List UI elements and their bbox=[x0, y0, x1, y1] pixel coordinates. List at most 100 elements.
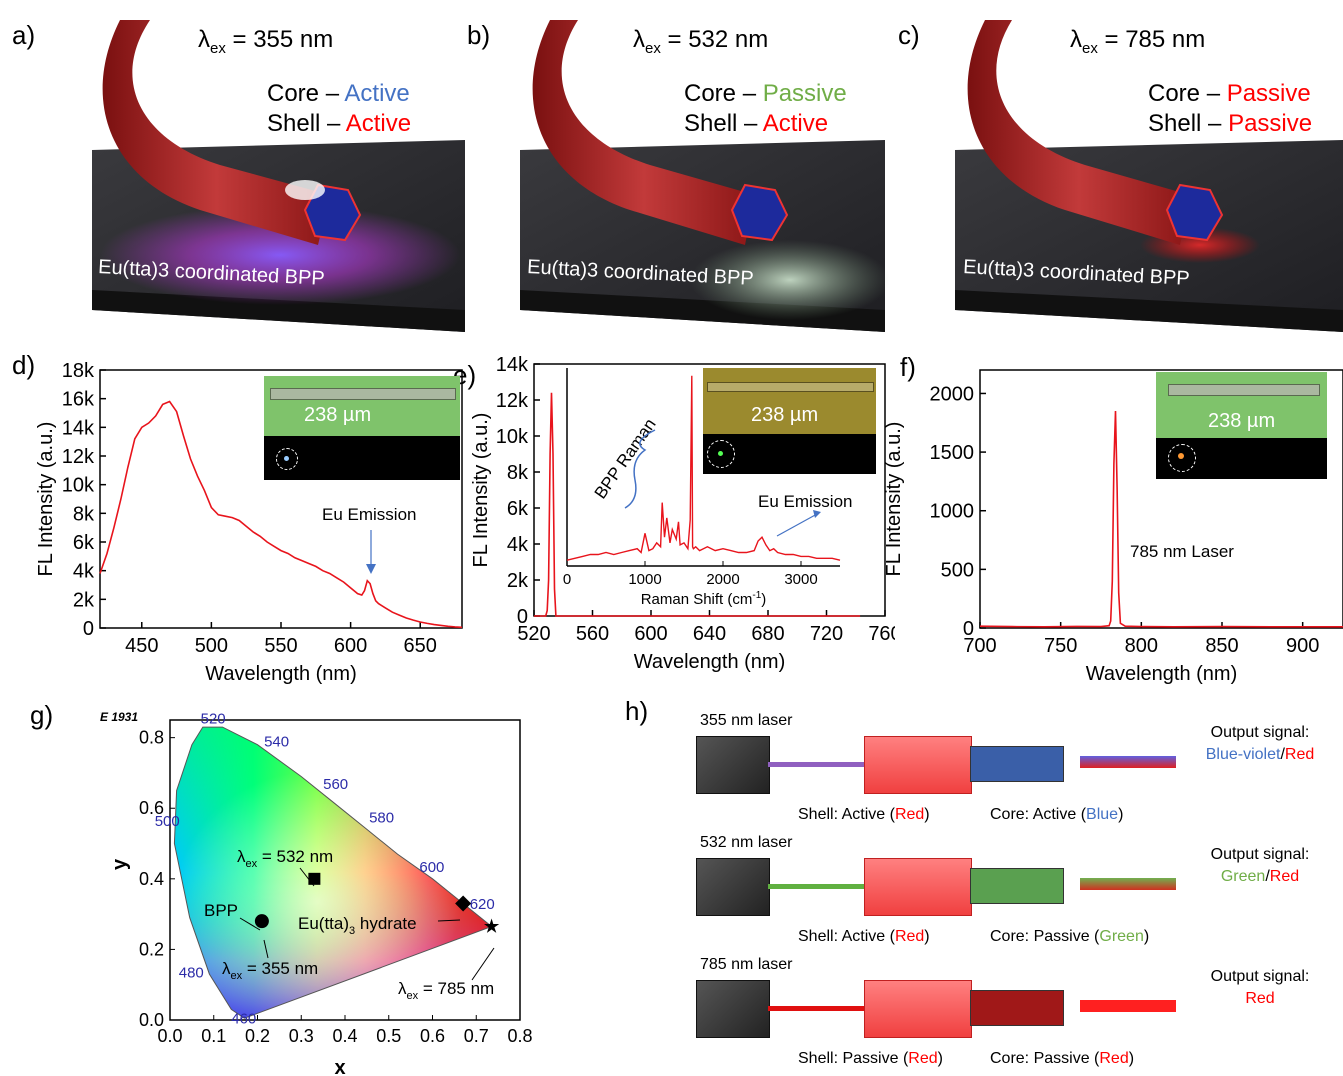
label-355: λex = 355 nm bbox=[222, 959, 318, 982]
label-532: λex = 532 nm bbox=[237, 847, 333, 870]
leader-355 bbox=[263, 939, 269, 959]
y-axis-label: FL Intensity (a.u.) bbox=[35, 422, 57, 577]
wavelength-label: 480 bbox=[179, 965, 204, 982]
subscript: ex bbox=[407, 990, 419, 1002]
y-axis-label: FL Intensity (a.u.) bbox=[883, 422, 905, 577]
laser-label: 532 nm laser bbox=[700, 834, 793, 851]
y-tick-label: 18k bbox=[62, 360, 95, 382]
subscript: ex bbox=[246, 858, 258, 870]
output-signal-text: Output signal: Blue-violet/Red bbox=[1205, 724, 1315, 763]
y-tick-label: 8k bbox=[507, 462, 529, 484]
laser-box bbox=[696, 980, 770, 1038]
fiber-core bbox=[970, 868, 1064, 904]
laser-beam bbox=[768, 762, 864, 767]
y-tick-label: 12k bbox=[496, 390, 529, 412]
y-axis-label: FL Intensity (a.u.) bbox=[470, 413, 492, 568]
inset-x-tick-label: 2000 bbox=[706, 571, 739, 588]
value: hydrate bbox=[355, 914, 416, 933]
x-tick-label: 0.0 bbox=[157, 1026, 182, 1046]
y-tick-label: 0 bbox=[517, 606, 528, 628]
annotation-785-laser: 785 nm Laser bbox=[1130, 542, 1234, 561]
x-tick-label: 0.1 bbox=[201, 1026, 226, 1046]
shell-state-label: Shell: Active (Red) bbox=[798, 806, 930, 823]
x-tick-label: 520 bbox=[517, 623, 550, 645]
y-tick-label: 12k bbox=[62, 446, 95, 468]
label-eu: Eu(tta)3 hydrate bbox=[298, 914, 417, 937]
wavelength-label: 600 bbox=[419, 859, 444, 876]
laser-label: 785 nm laser bbox=[700, 956, 793, 973]
core-state-c: Core – Passive bbox=[1148, 80, 1311, 107]
y-tick-label: 0.6 bbox=[139, 798, 164, 818]
x-tick-label: 850 bbox=[1205, 635, 1238, 657]
core-state-a: Core – Active bbox=[267, 80, 410, 107]
y-tick-label: 500 bbox=[941, 559, 974, 581]
x-tick-label: 760 bbox=[868, 623, 895, 645]
fiber-renders bbox=[92, 20, 1343, 332]
leader-532 bbox=[299, 867, 315, 887]
inset-f: 238 µm bbox=[1156, 372, 1327, 479]
scale-label-f: 238 µm bbox=[1208, 410, 1276, 432]
core-state-label: Core: Passive (Green) bbox=[990, 928, 1150, 945]
leader-eu bbox=[437, 919, 461, 922]
x-tick-label: 600 bbox=[334, 635, 367, 657]
paren: ) bbox=[761, 591, 766, 608]
laser-box bbox=[696, 858, 770, 916]
laser-beam bbox=[768, 884, 864, 889]
x-tick-label: 750 bbox=[1044, 635, 1077, 657]
y-tick-label: 2k bbox=[507, 570, 529, 592]
fiber-shell bbox=[864, 858, 972, 916]
render-c bbox=[955, 20, 1343, 332]
cie-title: CIE 1931 bbox=[100, 710, 138, 724]
y-tick-label: 14k bbox=[496, 354, 529, 376]
x-axis-label: Wavelength (nm) bbox=[634, 651, 786, 673]
series-line bbox=[534, 392, 861, 617]
y-tick-label: 0.0 bbox=[139, 1010, 164, 1030]
x-tick-label: 720 bbox=[810, 623, 843, 645]
y-tick-label: 1500 bbox=[930, 442, 975, 464]
chart-d: 450 500 550 600 650 0 2k 4k 6k 8k 10k 12k 14k 16k 18k W… bbox=[35, 360, 463, 685]
y-tick-label: 4k bbox=[73, 561, 95, 583]
y-tick-label: 10k bbox=[62, 475, 95, 497]
laser-box bbox=[696, 736, 770, 794]
y-tick-label: 4k bbox=[507, 534, 529, 556]
x-tick-label: 450 bbox=[125, 635, 158, 657]
laser-label: 355 nm laser bbox=[700, 712, 793, 729]
laser-row: 785 nm laser Output signal: Red Shell: Pa… bbox=[690, 956, 1343, 1076]
panel-label-d: d) bbox=[12, 350, 36, 380]
leader-785 bbox=[471, 947, 495, 981]
x-tick-label: 0.2 bbox=[245, 1026, 270, 1046]
marker-eu bbox=[455, 895, 472, 912]
shell-state-label: Shell: Active (Red) bbox=[798, 928, 930, 945]
wavelength-label: 460 bbox=[231, 1011, 256, 1028]
chart-f: 700 750 800 850 900 0 500 1000 1500 2000 Wavelengt… bbox=[883, 369, 1343, 685]
value: = 355 nm bbox=[242, 959, 318, 978]
x-tick-label: 700 bbox=[963, 635, 996, 657]
x-tick-label: 640 bbox=[693, 623, 726, 645]
label-bpp: BPP bbox=[204, 901, 238, 920]
x-tick-label: 0.5 bbox=[376, 1026, 401, 1046]
panel-label-h: h) bbox=[625, 696, 649, 726]
y-tick-label: 1000 bbox=[930, 501, 975, 523]
series-line bbox=[979, 410, 1343, 628]
superscript: -1 bbox=[752, 590, 761, 601]
panel-label-g: g) bbox=[30, 700, 54, 730]
x-tick-label: 900 bbox=[1286, 635, 1319, 657]
x-tick-label: 0.7 bbox=[464, 1026, 489, 1046]
raman-brace bbox=[624, 429, 656, 509]
wavelength-label: 580 bbox=[369, 809, 394, 826]
panel-label-f: f) bbox=[900, 352, 916, 382]
fiber-core bbox=[970, 990, 1064, 1026]
plot-frame bbox=[979, 369, 1343, 629]
wavelength-label: 500 bbox=[155, 813, 180, 830]
shell-state-c: Shell – Passive bbox=[1148, 110, 1313, 137]
render-a bbox=[92, 20, 465, 332]
shell-state-b: Shell – Active bbox=[684, 110, 829, 137]
fiber-core bbox=[970, 746, 1064, 782]
y-tick-label: 6k bbox=[507, 498, 529, 520]
laser-beam bbox=[768, 1006, 864, 1011]
chart-g: CIE 1931 0.0 0.1 0.2 0.3 0.4 0.5 0.6 0.7 0.8 0.0 0.… bbox=[100, 710, 533, 1074]
cie-gamut-white bbox=[173, 726, 493, 1019]
output-signal-text: Output signal: Red bbox=[1210, 968, 1310, 1007]
subscript: ex bbox=[231, 970, 243, 982]
x-tick-label: 0.6 bbox=[420, 1026, 445, 1046]
